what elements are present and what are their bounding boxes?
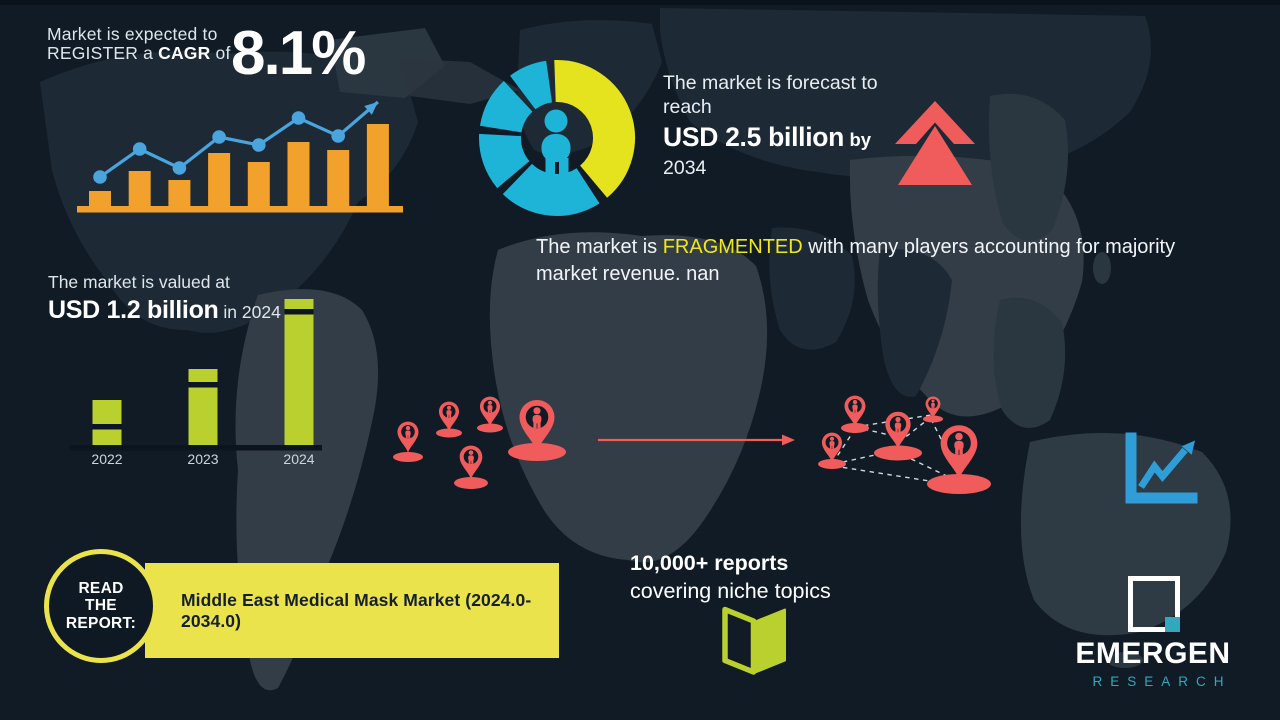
fragmented-highlight: FRAGMENTED bbox=[662, 236, 803, 258]
market-valuation-chart: 2022 2023 2024 bbox=[70, 299, 322, 467]
chart-baseline bbox=[70, 445, 322, 451]
growth-chart-icon bbox=[1125, 432, 1198, 504]
forecast-line1: The market is forecast to bbox=[663, 72, 878, 94]
brand-name: EMERGEN bbox=[1075, 637, 1231, 670]
valuation-headline: The market is valued at USD 1.2 billion … bbox=[48, 272, 281, 325]
reports-blurb: 10,000+ reports covering niche topics bbox=[630, 549, 831, 605]
cagr-headline: Market is expected to REGISTER a CAGR of bbox=[47, 25, 231, 62]
valuation-headline-line1: The market is valued at bbox=[48, 272, 230, 292]
arrow-right-icon bbox=[598, 434, 795, 446]
cagr-headline-line1: Market is expected to bbox=[47, 24, 218, 44]
map-pin-icon bbox=[821, 432, 843, 463]
report-banner[interactable]: Middle East Medical Mask Market (2024.0-… bbox=[145, 563, 559, 658]
cagr-chart-line bbox=[99, 100, 379, 179]
forecast-value-line: USD 2.5 billion by bbox=[663, 122, 872, 152]
reports-subline: covering niche topics bbox=[630, 579, 831, 603]
brand-division: RESEARCH bbox=[1092, 674, 1232, 689]
logo-corner-accent bbox=[1165, 617, 1180, 632]
scattered-pins-cluster bbox=[393, 396, 566, 489]
cagr-growth-chart bbox=[77, 100, 403, 213]
forecast-headline: The market is forecast to reach USD 2.5 … bbox=[663, 72, 903, 181]
map-pin-icon bbox=[844, 395, 866, 427]
forecast-year: 2034 bbox=[663, 157, 707, 179]
cagr-chart-dots bbox=[93, 111, 346, 184]
logo-square-icon bbox=[1128, 576, 1180, 632]
valuation-chart-bars bbox=[92, 299, 314, 445]
donut-chart-arcs bbox=[479, 60, 635, 216]
read-report-badge[interactable]: READ THE REPORT: bbox=[44, 549, 158, 663]
map-pin-icon bbox=[885, 411, 911, 450]
forecast-value: USD 2.5 billion bbox=[663, 122, 845, 152]
open-book-icon bbox=[722, 606, 786, 675]
cagr-chart-bars bbox=[89, 124, 389, 208]
chart-baseline bbox=[77, 206, 403, 213]
fragmented-statement: The market is FRAGMENTED with many playe… bbox=[536, 236, 1176, 285]
report-title: Middle East Medical Mask Market (2024.0-… bbox=[181, 589, 532, 631]
networked-pins-cluster bbox=[818, 395, 991, 494]
svg-text:2023: 2023 bbox=[187, 451, 218, 467]
map-pin-icon bbox=[438, 401, 460, 432]
map-pin-icon bbox=[397, 421, 419, 453]
valuation-headline-line2: USD 1.2 billion in 2024 bbox=[48, 296, 281, 324]
person-icon bbox=[541, 109, 571, 176]
reports-count: 10,000+ reports bbox=[630, 551, 789, 575]
cagr-value: 8.1% bbox=[231, 19, 366, 88]
map-pin-icon bbox=[940, 425, 978, 480]
population-donut-chart bbox=[479, 60, 635, 216]
forecast-line2: reach bbox=[663, 95, 712, 118]
valuation-value: USD 1.2 billion bbox=[48, 296, 219, 324]
map-pin-icon bbox=[459, 445, 483, 480]
svg-text:2024: 2024 bbox=[283, 451, 314, 467]
valuation-chart-labels: 2022 2023 2024 bbox=[91, 451, 314, 467]
double-up-arrow-icon bbox=[895, 101, 975, 185]
map-pin-icon bbox=[479, 396, 501, 427]
cagr-headline-line2: REGISTER a CAGR of bbox=[47, 42, 231, 63]
svg-text:2022: 2022 bbox=[91, 451, 122, 467]
